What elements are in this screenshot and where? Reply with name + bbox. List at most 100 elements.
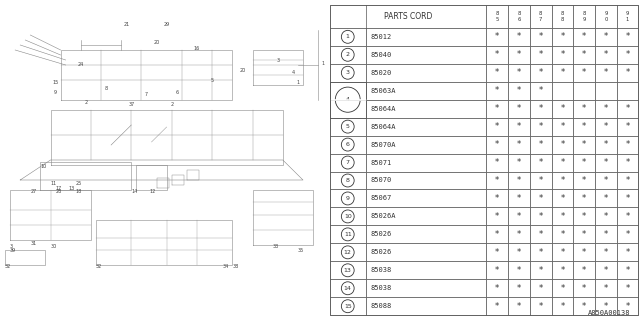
- Bar: [617, 172, 639, 189]
- Text: *: *: [604, 248, 608, 257]
- Bar: [595, 46, 617, 64]
- Bar: [595, 136, 617, 154]
- Bar: [530, 82, 552, 100]
- Text: 5: 5: [211, 77, 214, 83]
- Bar: [366, 64, 486, 82]
- Bar: [530, 136, 552, 154]
- Text: *: *: [625, 68, 630, 77]
- Bar: [595, 243, 617, 261]
- Bar: [595, 5, 617, 28]
- Text: *: *: [495, 230, 499, 239]
- Bar: [595, 225, 617, 243]
- Text: *: *: [495, 32, 499, 41]
- Bar: [530, 261, 552, 279]
- Bar: [595, 82, 617, 100]
- Text: *: *: [560, 68, 564, 77]
- Text: *: *: [582, 158, 586, 167]
- Text: 3: 3: [10, 244, 13, 249]
- Text: 34: 34: [222, 264, 228, 269]
- Text: *: *: [517, 32, 521, 41]
- Bar: [486, 46, 508, 64]
- Text: 85038: 85038: [371, 267, 392, 273]
- Text: 85064A: 85064A: [371, 106, 396, 112]
- Text: 8
9: 8 9: [582, 11, 586, 21]
- Bar: [595, 100, 617, 118]
- Text: *: *: [495, 284, 499, 293]
- Bar: [595, 279, 617, 297]
- Bar: [595, 118, 617, 136]
- Bar: [552, 279, 573, 297]
- Bar: [617, 82, 639, 100]
- Bar: [366, 46, 486, 64]
- Bar: [330, 136, 366, 154]
- Bar: [530, 225, 552, 243]
- Text: *: *: [582, 194, 586, 203]
- Text: *: *: [625, 50, 630, 59]
- Bar: [573, 100, 595, 118]
- Bar: [366, 279, 486, 297]
- Text: *: *: [625, 176, 630, 185]
- Bar: [366, 136, 486, 154]
- Text: 85070A: 85070A: [371, 141, 396, 148]
- Text: PARTS CORD: PARTS CORD: [384, 12, 432, 21]
- Bar: [530, 172, 552, 189]
- Bar: [595, 189, 617, 207]
- Text: 3: 3: [276, 58, 279, 62]
- Bar: [530, 46, 552, 64]
- Bar: [573, 189, 595, 207]
- Text: *: *: [604, 230, 608, 239]
- Text: 21: 21: [123, 22, 129, 28]
- Bar: [508, 28, 530, 46]
- Text: *: *: [582, 176, 586, 185]
- Text: *: *: [625, 266, 630, 275]
- Text: 25: 25: [76, 181, 82, 186]
- Bar: [595, 297, 617, 315]
- Bar: [508, 136, 530, 154]
- Text: *: *: [560, 212, 564, 221]
- Text: *: *: [538, 284, 543, 293]
- Bar: [366, 189, 486, 207]
- Bar: [508, 154, 530, 172]
- Text: 33: 33: [273, 244, 279, 249]
- Bar: [486, 118, 508, 136]
- Text: *: *: [582, 122, 586, 131]
- Bar: [552, 82, 573, 100]
- Bar: [530, 189, 552, 207]
- Text: 32: 32: [96, 264, 102, 269]
- Bar: [552, 118, 573, 136]
- Bar: [330, 207, 366, 225]
- Bar: [552, 64, 573, 82]
- Text: 28: 28: [56, 189, 62, 194]
- Bar: [573, 261, 595, 279]
- Bar: [486, 172, 508, 189]
- Text: *: *: [560, 194, 564, 203]
- Bar: [508, 82, 530, 100]
- Text: *: *: [538, 104, 543, 113]
- Text: *: *: [625, 248, 630, 257]
- Text: 27: 27: [30, 189, 36, 194]
- Text: 85020: 85020: [371, 70, 392, 76]
- Text: *: *: [538, 230, 543, 239]
- Text: 85064A: 85064A: [371, 124, 396, 130]
- Text: 2: 2: [84, 100, 88, 105]
- Bar: [573, 297, 595, 315]
- Text: *: *: [625, 302, 630, 311]
- Bar: [573, 28, 595, 46]
- Text: 4: 4: [291, 69, 294, 75]
- Text: *: *: [604, 176, 608, 185]
- Bar: [486, 261, 508, 279]
- Text: 30: 30: [51, 244, 57, 249]
- Text: *: *: [625, 104, 630, 113]
- Text: *: *: [604, 104, 608, 113]
- Text: *: *: [582, 50, 586, 59]
- Text: *: *: [517, 68, 521, 77]
- Bar: [530, 64, 552, 82]
- Text: 8
7: 8 7: [539, 11, 542, 21]
- Text: *: *: [495, 140, 499, 149]
- Text: *: *: [560, 140, 564, 149]
- Bar: [366, 154, 486, 172]
- Bar: [552, 100, 573, 118]
- Text: *: *: [560, 284, 564, 293]
- Text: *: *: [495, 86, 499, 95]
- Bar: [508, 46, 530, 64]
